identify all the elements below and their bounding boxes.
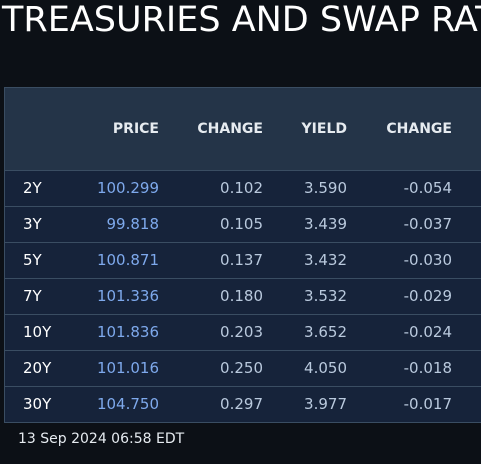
table-row: 30Y 104.750 0.297 3.977 -0.017 xyxy=(5,386,481,422)
spacer-cell xyxy=(452,350,481,387)
price-cell: 101.336 xyxy=(79,278,159,315)
spacer-cell xyxy=(452,242,481,279)
price-cell: 101.016 xyxy=(79,350,159,387)
price-cell: 100.871 xyxy=(79,242,159,279)
table-row: 3Y 99.818 0.105 3.439 -0.037 xyxy=(5,206,481,243)
yield-change-cell: -0.024 xyxy=(347,314,452,351)
spacer-cell xyxy=(452,278,481,315)
tenor-cell: 3Y xyxy=(5,206,79,243)
price-change-cell: 0.180 xyxy=(159,278,263,315)
price-change-cell: 0.102 xyxy=(159,170,263,207)
yield-change-cell: -0.018 xyxy=(347,350,452,387)
yield-cell: 3.977 xyxy=(304,395,347,414)
price-cell: 101.836 xyxy=(79,314,159,351)
table-row: 2Y 100.299 0.102 3.590 -0.054 xyxy=(5,170,481,207)
header-row: PRICE CHANGE YIELD CHANGE xyxy=(5,88,481,171)
yield-change-cell: -0.029 xyxy=(347,278,452,315)
yield-change-cell: -0.054 xyxy=(347,170,452,207)
rates-table-container: PRICE CHANGE YIELD CHANGE 2Y 100.299 0.1… xyxy=(4,87,481,423)
timestamp: 13 Sep 2024 06:58 EDT xyxy=(18,431,185,447)
table-row: 5Y 100.871 0.137 3.432 -0.030 xyxy=(5,242,481,279)
table-row: 10Y 101.836 0.203 3.652 -0.024 xyxy=(5,314,481,351)
header-price-change: CHANGE xyxy=(159,88,263,171)
price-cell: 99.818 xyxy=(79,206,159,243)
tenor-cell: 5Y xyxy=(5,242,79,279)
table-row: 20Y 101.016 0.250 4.050 -0.018 xyxy=(5,350,481,387)
page-title: TREASURIES AND SWAP RATES xyxy=(2,0,481,40)
spacer-cell xyxy=(452,314,481,351)
tenor-cell: 20Y xyxy=(5,350,79,387)
yield-cell: 4.050 xyxy=(263,350,347,387)
spacer-cell xyxy=(452,170,481,207)
header-yield-change: CHANGE xyxy=(347,88,452,171)
price-cell: 104.750 xyxy=(96,395,159,414)
rates-table: PRICE CHANGE YIELD CHANGE 2Y 100.299 0.1… xyxy=(5,88,481,422)
yield-cell: 3.590 xyxy=(263,170,347,207)
table-header: PRICE CHANGE YIELD CHANGE xyxy=(5,88,481,171)
tenor-cell: 10Y xyxy=(5,314,79,351)
table-body: 2Y 100.299 0.102 3.590 -0.054 3Y 99.818 … xyxy=(5,170,481,422)
price-change-cell: 0.137 xyxy=(159,242,263,279)
yield-change-cell: -0.030 xyxy=(347,242,452,279)
price-change-cell: 0.105 xyxy=(159,206,263,243)
yield-cell: 3.532 xyxy=(263,278,347,315)
yield-change-cell: -0.037 xyxy=(347,206,452,243)
header-yield: YIELD xyxy=(263,88,347,171)
tenor-cell: 2Y xyxy=(5,170,79,207)
tenor-cell: 30Y xyxy=(23,395,52,414)
header-spacer xyxy=(452,88,481,171)
yield-cell: 3.432 xyxy=(263,242,347,279)
spacer-cell xyxy=(452,206,481,243)
price-cell: 100.299 xyxy=(79,170,159,207)
price-change-cell: 0.250 xyxy=(159,350,263,387)
yield-cell: 3.439 xyxy=(263,206,347,243)
price-change-cell: 0.297 xyxy=(220,395,263,414)
yield-cell: 3.652 xyxy=(263,314,347,351)
header-price: PRICE xyxy=(79,88,159,171)
price-change-cell: 0.203 xyxy=(159,314,263,351)
spacer-cell xyxy=(452,386,481,422)
table-row: 7Y 101.336 0.180 3.532 -0.029 xyxy=(5,278,481,315)
yield-change-cell: -0.017 xyxy=(403,395,452,414)
tenor-cell: 7Y xyxy=(5,278,79,315)
header-tenor xyxy=(5,88,79,171)
